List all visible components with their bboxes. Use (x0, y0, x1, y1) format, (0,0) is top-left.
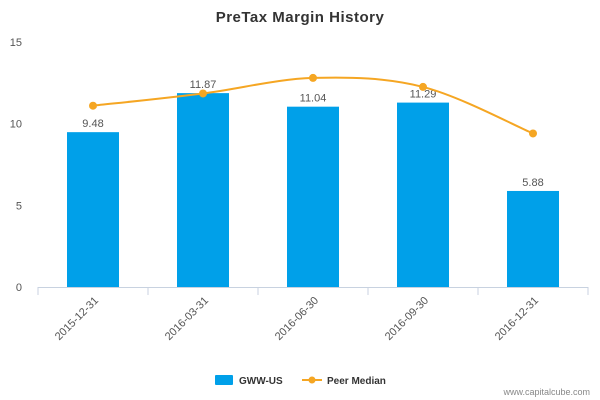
bar[interactable] (287, 106, 339, 288)
bar[interactable] (397, 102, 449, 287)
legend-label-bar: GWW-US (239, 376, 283, 387)
x-tick-label: 2016-06-30 (273, 295, 321, 343)
legend-swatch-bar (215, 375, 233, 385)
y-tick-label: 15 (10, 37, 22, 49)
y-axis-ticks: 0 5 10 15 (10, 37, 22, 294)
x-axis-ticks: 2015-12-31 2016-03-31 2016-06-30 2016-09-30… (37, 287, 589, 343)
y-tick-label: 0 (16, 282, 22, 294)
x-tick-label: 2016-03-31 (163, 295, 211, 343)
peer-median-point[interactable] (419, 82, 427, 91)
bar[interactable] (67, 132, 119, 287)
peer-median-point[interactable] (529, 129, 537, 138)
legend-label-line: Peer Median (327, 376, 386, 387)
bar-data-labels: 9.48 11.87 11.04 11.29 5.88 (82, 79, 543, 189)
credit-text: www.capitalcube.com (502, 387, 590, 397)
bar-data-label: 11.04 (300, 93, 327, 105)
bar-series (67, 93, 559, 288)
bar-data-label: 5.88 (522, 177, 543, 189)
x-tick-label: 2015-12-31 (53, 295, 101, 343)
x-tick-label: 2016-12-31 (493, 295, 541, 343)
peer-median-point[interactable] (199, 89, 207, 98)
bar[interactable] (507, 190, 559, 287)
y-tick-label: 10 (10, 119, 22, 131)
bar[interactable] (177, 93, 229, 287)
x-tick-label: 2016-09-30 (383, 295, 431, 343)
peer-median-point[interactable] (309, 73, 317, 82)
bar-data-label: 9.48 (82, 118, 103, 130)
bar-data-label: 11.29 (410, 89, 437, 101)
bar-data-label: 11.87 (190, 79, 217, 91)
legend-swatch-dot (308, 376, 316, 384)
chart-title: PreTax Margin History (216, 9, 385, 26)
line-series (89, 73, 537, 138)
y-tick-label: 5 (16, 200, 22, 212)
peer-median-point[interactable] (89, 101, 97, 110)
legend[interactable]: GWW-US Peer Median (215, 375, 386, 387)
